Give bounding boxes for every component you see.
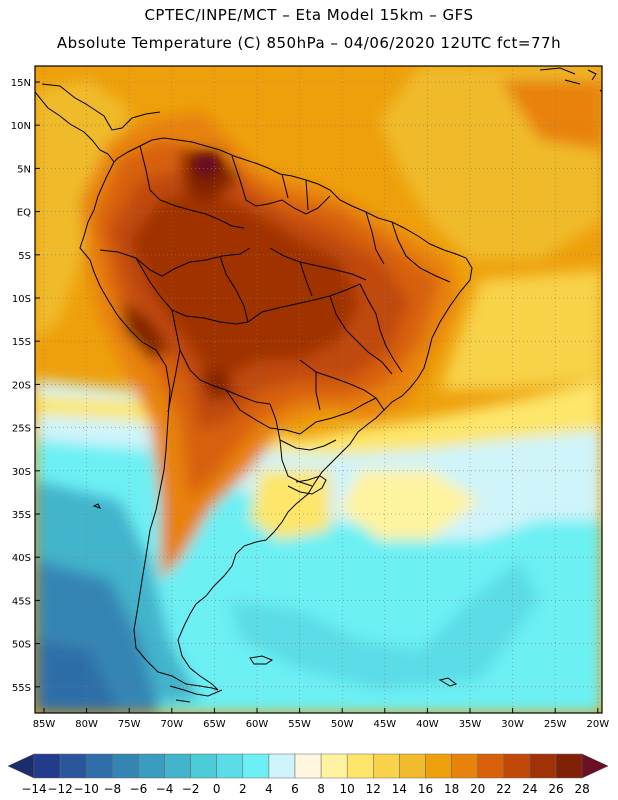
colorbar-label: 14	[392, 782, 407, 796]
colorbar-label: 12	[366, 782, 381, 796]
colorbar-swatch	[216, 753, 244, 779]
lat-label: 20S	[12, 380, 31, 391]
colorbar-label: 24	[522, 782, 537, 796]
colorbar-swatch	[59, 753, 87, 779]
country-borders	[99, 145, 451, 487]
central-america-north-coast	[41, 83, 161, 131]
colorbar-swatch	[373, 753, 400, 779]
lon-label: 70W	[160, 719, 183, 730]
lat-label: 10S	[12, 294, 31, 305]
colorbar-label: −2	[182, 782, 200, 796]
lat-label: 55S	[12, 683, 31, 694]
tierra-del-fuego	[169, 685, 223, 703]
colorbar-left-arrow	[7, 753, 35, 779]
temperature-field	[35, 66, 602, 713]
colorbar-swatch	[346, 753, 374, 779]
colorbar-right-arrow	[581, 753, 609, 779]
falkland-islands	[249, 655, 274, 665]
colorbar-label: −12	[47, 782, 72, 796]
lon-label: 55W	[288, 719, 311, 730]
latitude-labels: 15N 10N 5N EQ 5S 10S 15S 20S 25S 30S 35S 40S 45S 50S 5…	[11, 78, 40, 694]
lat-label: 15S	[12, 337, 31, 348]
colorbar-swatch	[138, 753, 165, 779]
colorbar-label: −4	[156, 782, 174, 796]
colorbar-label: 6	[291, 782, 299, 796]
colorbar-swatch	[425, 753, 452, 779]
colorbar-swatch	[320, 753, 348, 779]
rio-de-la-plata	[287, 475, 327, 495]
colorbar-label: 4	[265, 782, 273, 796]
colorbar-swatch	[555, 753, 583, 779]
chart-title-line-1: CPTEC/INPE/MCT – Eta Model 15km – GFS	[144, 6, 474, 24]
coastlines-and-borders	[35, 67, 602, 703]
colorbar-swatch	[399, 753, 426, 779]
lon-label: 80W	[75, 719, 98, 730]
colorbar-swatch	[529, 753, 557, 779]
caribbean-islands	[539, 67, 602, 93]
galapagos	[92, 503, 101, 509]
colorbar-swatch	[477, 753, 505, 779]
lon-label: 35W	[459, 719, 482, 730]
lon-label: 25W	[544, 719, 567, 730]
lat-label: 5S	[18, 251, 31, 262]
colorbar-label: 10	[340, 782, 355, 796]
colorbar-label: 22	[496, 782, 511, 796]
colorbar-swatch	[85, 753, 113, 779]
lon-label: 85W	[33, 719, 56, 730]
colorbar-label: −14	[21, 782, 46, 796]
lat-label: 45S	[12, 596, 31, 607]
colorbar-label: 8	[317, 782, 325, 796]
lat-label: 15N	[11, 78, 31, 89]
south-georgia	[438, 677, 458, 687]
colorbar-swatch	[294, 753, 322, 779]
lat-label: 35S	[12, 510, 31, 521]
lon-label: 30W	[501, 719, 524, 730]
colorbar-label: 0	[213, 782, 221, 796]
colorbar-swatch	[112, 753, 139, 779]
map-frame	[34, 65, 603, 714]
lat-label: 40S	[12, 553, 31, 564]
chart-title-line-2: Absolute Temperature (C) 850hPa – 04/06/…	[56, 34, 562, 52]
colorbar-swatch	[242, 753, 270, 779]
colorbar-swatch	[451, 753, 478, 779]
lat-label: 5N	[17, 164, 31, 175]
lat-label: EQ	[17, 208, 31, 219]
longitude-labels: 85W 80W 75W 70W 65W 60W 55W 50W 45W 40W 35W 30W 25W 2…	[33, 708, 609, 730]
colorbar-label: 2	[239, 782, 247, 796]
lon-label: 45W	[373, 719, 396, 730]
lon-label: 60W	[246, 719, 269, 730]
colorbar-swatch	[503, 753, 531, 779]
lat-label: 25S	[12, 424, 31, 435]
colorbar-label: −6	[130, 782, 148, 796]
colorbar-swatch	[268, 753, 296, 779]
colorbar-label: 26	[548, 782, 563, 796]
lat-lon-grid	[35, 66, 602, 713]
colorbar-swatch	[164, 753, 191, 779]
colorbar-swatch	[190, 753, 217, 779]
lon-label: 50W	[331, 719, 354, 730]
lon-label: 65W	[203, 719, 226, 730]
lon-label: 20W	[586, 719, 609, 730]
south-america-coast	[79, 137, 473, 691]
lat-label: 50S	[12, 640, 31, 651]
colorbar-label: 16	[418, 782, 433, 796]
colorbar-label: −10	[74, 782, 99, 796]
colorbar-label: 18	[444, 782, 459, 796]
lon-label: 75W	[118, 719, 141, 730]
colorbar-label: −8	[103, 782, 121, 796]
colorbar	[7, 753, 609, 779]
lat-label: 10N	[11, 121, 31, 132]
colorbar-labels: −14 −12 −10 −8 −6 −4 −2 0 2 4 6 8 10 12 14 16 18 20 22 24 26…	[21, 782, 589, 796]
lat-label: 30S	[12, 467, 31, 478]
colorbar-label: 20	[470, 782, 485, 796]
central-america-coast	[35, 91, 115, 163]
colorbar-label: 28	[574, 782, 589, 796]
colorbar-swatch	[33, 753, 61, 779]
lon-label: 40W	[416, 719, 439, 730]
